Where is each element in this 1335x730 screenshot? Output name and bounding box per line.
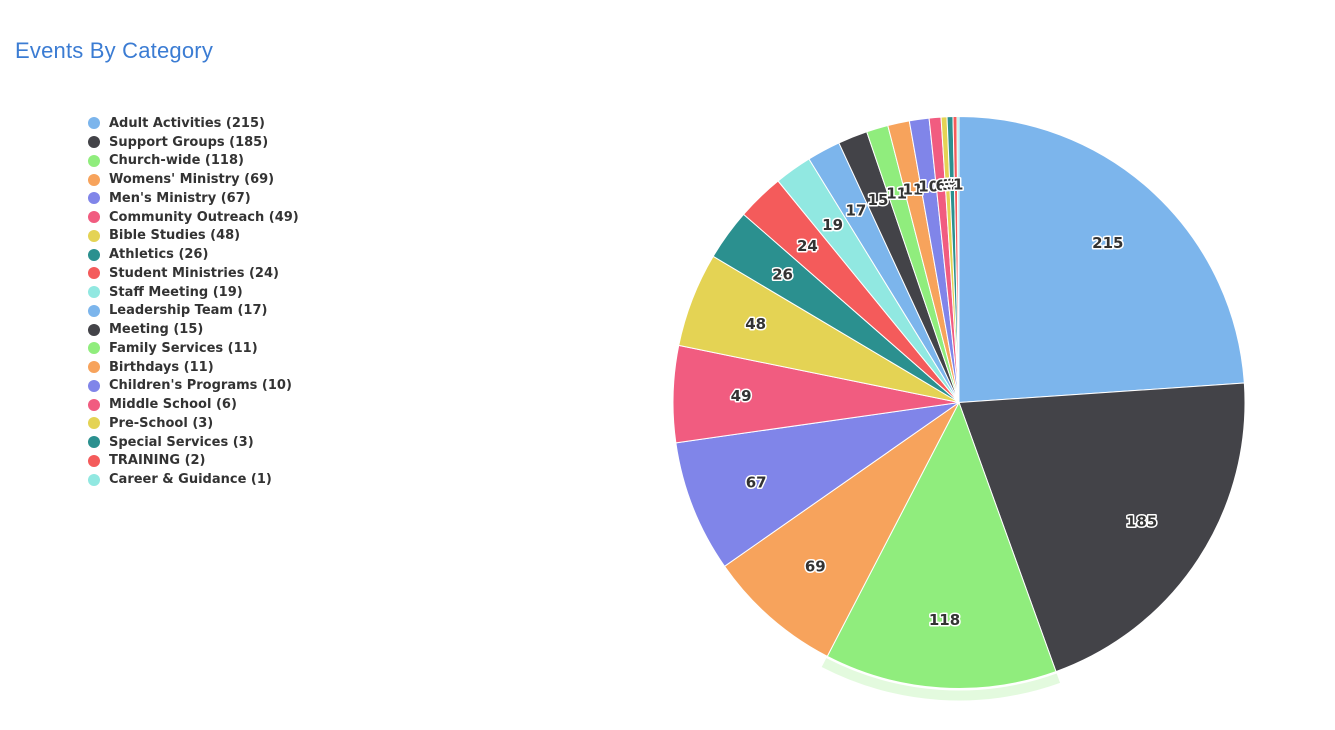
legend-item-leadership-team[interactable]: Leadership Team (17) bbox=[88, 302, 299, 321]
slice-value-label: 15 bbox=[868, 191, 889, 209]
legend-swatch-icon bbox=[88, 248, 100, 261]
slice-value-label: 1 bbox=[953, 176, 963, 194]
legend-item-staff-meeting[interactable]: Staff Meeting (19) bbox=[88, 283, 299, 302]
legend-item-meeting[interactable]: Meeting (15) bbox=[88, 320, 299, 339]
slice-value-label: 3 bbox=[942, 176, 952, 194]
slice-value-label: 10 bbox=[918, 178, 939, 196]
legend-item-label: Student Ministries (24) bbox=[109, 265, 279, 281]
legend-item-career-guidance[interactable]: Career & Guidance (1) bbox=[88, 470, 299, 489]
legend-item-label: TRAINING (2) bbox=[109, 453, 206, 469]
legend-item-support-groups[interactable]: Support Groups (185) bbox=[88, 133, 299, 152]
legend-item-womens-ministry[interactable]: Womens' Ministry (69) bbox=[88, 170, 299, 189]
pie-slice-church-wide[interactable] bbox=[826, 402, 1057, 689]
legend-item-family-services[interactable]: Family Services (11) bbox=[88, 339, 299, 358]
legend-item-label: Meeting (15) bbox=[109, 322, 204, 338]
legend-item-training[interactable]: TRAINING (2) bbox=[88, 452, 299, 471]
slice-value-label: 11 bbox=[886, 185, 907, 203]
legend-item-label: Middle School (6) bbox=[109, 397, 237, 413]
legend-item-label: Men's Ministry (67) bbox=[109, 190, 251, 206]
slice-value-label: 17 bbox=[845, 201, 866, 219]
legend-swatch-icon bbox=[88, 154, 100, 167]
legend-item-label: Staff Meeting (19) bbox=[109, 284, 243, 300]
legend-item-label: Leadership Team (17) bbox=[109, 303, 268, 319]
legend-item-label: Career & Guidance (1) bbox=[109, 472, 272, 488]
legend-item-label: Support Groups (185) bbox=[109, 134, 269, 150]
legend-item-athletics[interactable]: Athletics (26) bbox=[88, 245, 299, 264]
legend-swatch-icon bbox=[88, 454, 100, 467]
legend-swatch-icon bbox=[88, 229, 100, 242]
legend-item-label: Family Services (11) bbox=[109, 340, 258, 356]
pie-slice-men-s-ministry[interactable] bbox=[675, 402, 960, 567]
slice-value-label: 19 bbox=[822, 216, 843, 234]
slice-value-label: 11 bbox=[902, 180, 923, 198]
legend-swatch-icon bbox=[88, 473, 100, 486]
legend-item-adult-activities[interactable]: Adult Activities (215) bbox=[88, 114, 299, 133]
legend-item-label: Special Services (3) bbox=[109, 434, 254, 450]
legend-swatch-icon bbox=[88, 192, 100, 205]
slice-value-label: 118 bbox=[929, 611, 960, 629]
legend-swatch-icon bbox=[88, 361, 100, 374]
legend-item-label: Athletics (26) bbox=[109, 247, 209, 263]
slice-value-label: 24 bbox=[797, 237, 818, 255]
legend-item-label: Pre-School (3) bbox=[109, 415, 214, 431]
legend-swatch-icon bbox=[88, 136, 100, 149]
legend-item-middle-school[interactable]: Middle School (6) bbox=[88, 395, 299, 414]
legend-item-bible-studies[interactable]: Bible Studies (48) bbox=[88, 227, 299, 246]
slice-value-label: 3 bbox=[947, 176, 957, 194]
pie-slice-adult-activities[interactable] bbox=[958, 116, 1245, 403]
legend-swatch-icon bbox=[88, 417, 100, 430]
legend-item-children-s-programs[interactable]: Children's Programs (10) bbox=[88, 377, 299, 396]
slice-value-label: 6 bbox=[936, 176, 946, 194]
legend-swatch-icon bbox=[88, 211, 100, 224]
legend-item-label: Bible Studies (48) bbox=[109, 228, 241, 244]
pie-slice-career-guidance[interactable] bbox=[956, 116, 960, 403]
legend-swatch-icon bbox=[88, 436, 100, 449]
legend-swatch-icon bbox=[88, 342, 100, 355]
legend-item-label: Church-wide (118) bbox=[109, 153, 244, 169]
slice-value-label: 2 bbox=[951, 176, 961, 194]
legend-item-community-outreach[interactable]: Community Outreach (49) bbox=[88, 208, 299, 227]
slice-value-label: 26 bbox=[772, 266, 793, 284]
legend-swatch-icon bbox=[88, 267, 100, 280]
slice-value-label: 67 bbox=[746, 473, 767, 491]
legend-swatch-icon bbox=[88, 398, 100, 411]
legend-item-men-s-ministry[interactable]: Men's Ministry (67) bbox=[88, 189, 299, 208]
legend-item-label: Birthdays (11) bbox=[109, 359, 214, 375]
slice-value-label: 185 bbox=[1126, 513, 1157, 531]
pie-slice-womens-ministry[interactable] bbox=[724, 402, 960, 657]
legend-item-label: Adult Activities (215) bbox=[109, 115, 265, 131]
legend-swatch-icon bbox=[88, 173, 100, 186]
chart-title[interactable]: Events By Category bbox=[15, 38, 214, 63]
slice-value-label: 215 bbox=[1092, 234, 1123, 252]
legend-item-special-services[interactable]: Special Services (3) bbox=[88, 433, 299, 452]
legend-item-label: Womens' Ministry (69) bbox=[109, 172, 275, 188]
legend-swatch-icon bbox=[88, 117, 100, 130]
legend-item-label: Community Outreach (49) bbox=[109, 209, 299, 225]
legend-swatch-icon bbox=[88, 304, 100, 317]
legend-swatch-icon bbox=[88, 323, 100, 336]
legend-item-church-wide[interactable]: Church-wide (118) bbox=[88, 152, 299, 171]
slice-hover-halo bbox=[821, 658, 1061, 701]
legend-swatch-icon bbox=[88, 379, 100, 392]
chart-legend: Adult Activities (215) Support Groups (18… bbox=[88, 114, 299, 489]
legend-item-pre-school[interactable]: Pre-School (3) bbox=[88, 414, 299, 433]
slice-value-label: 49 bbox=[731, 387, 752, 405]
legend-item-student-ministries[interactable]: Student Ministries (24) bbox=[88, 264, 299, 283]
legend-swatch-icon bbox=[88, 286, 100, 299]
slice-value-label: 69 bbox=[805, 557, 826, 575]
legend-item-label: Children's Programs (10) bbox=[109, 378, 292, 394]
legend-item-birthdays[interactable]: Birthdays (11) bbox=[88, 358, 299, 377]
slice-value-label: 48 bbox=[745, 315, 766, 333]
